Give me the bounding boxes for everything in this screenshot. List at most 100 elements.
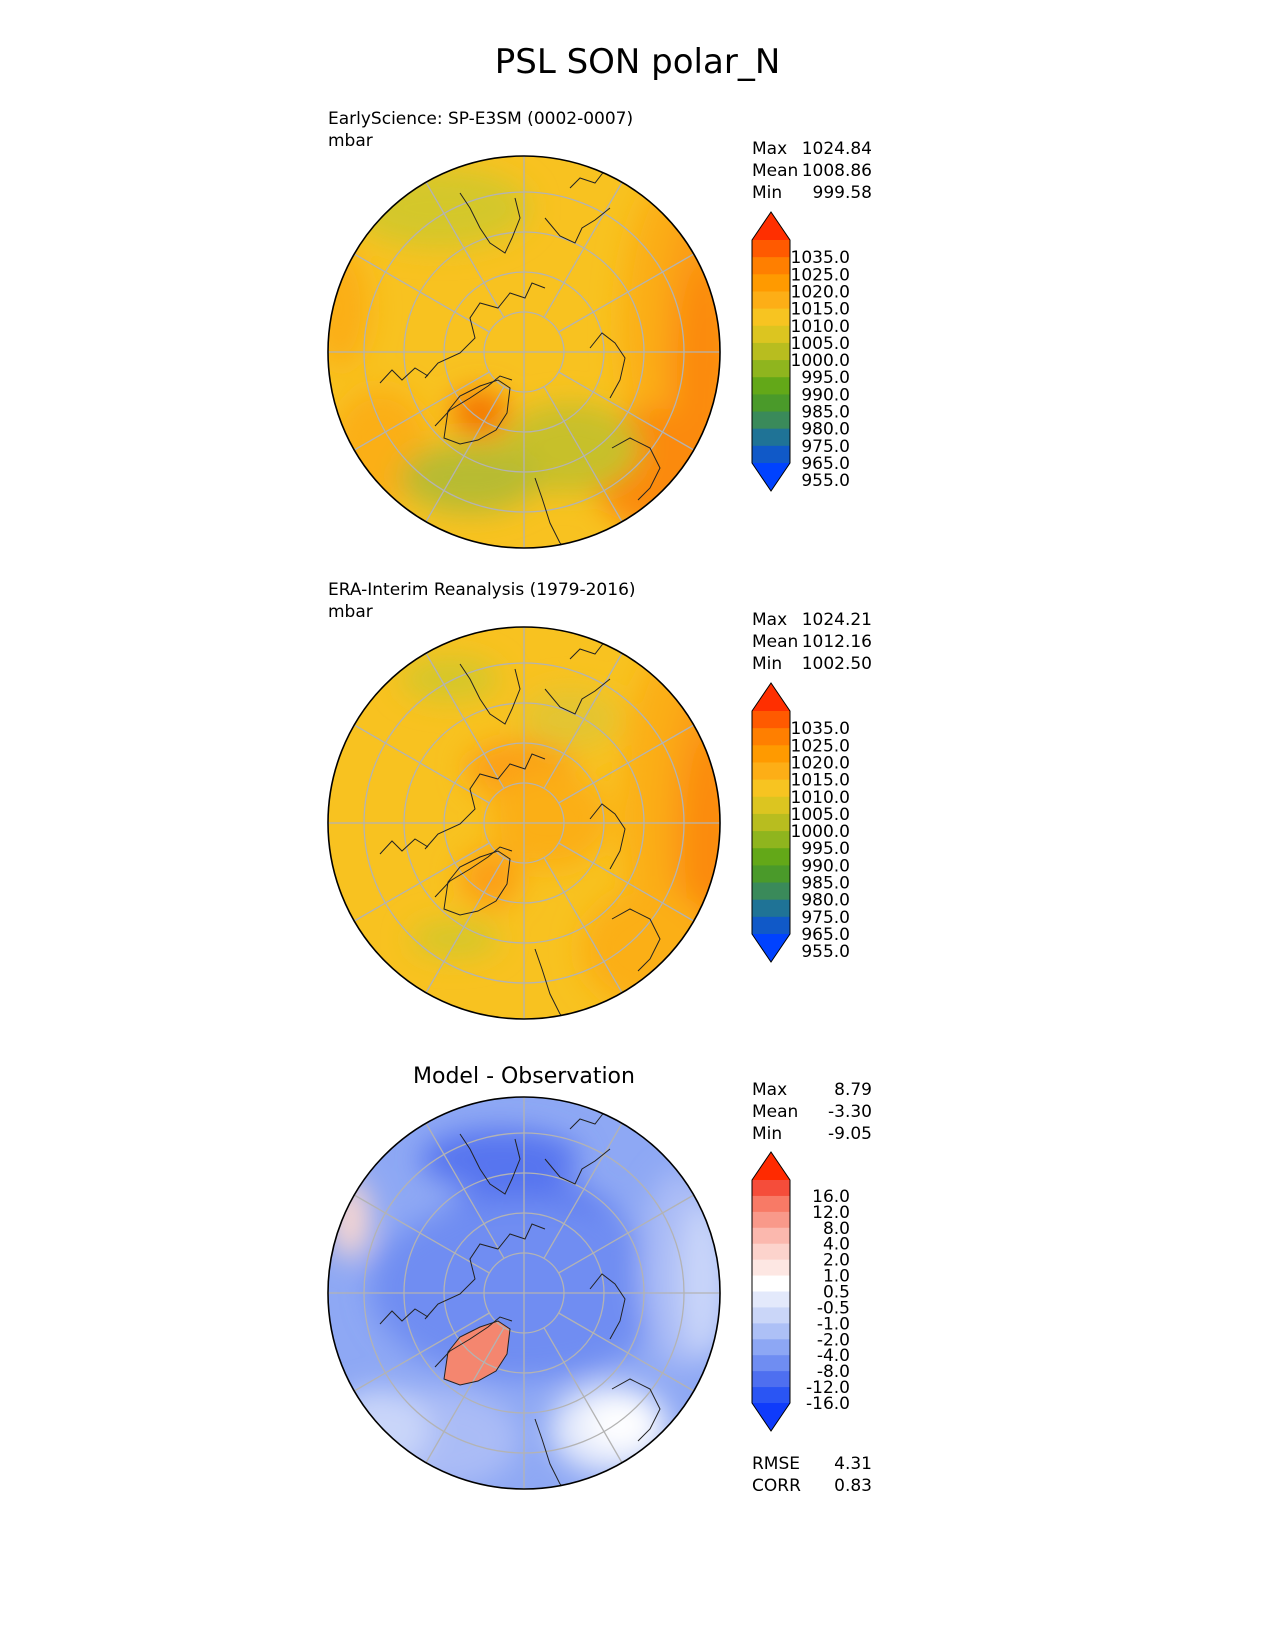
polar-map-test-meridian [543, 386, 623, 523]
stat-mean: Mean 1008.86 [752, 161, 872, 181]
colorbar-diff-tick-label: 1.0 [823, 1267, 850, 1287]
polar-map-ref-coastline [424, 753, 546, 850]
colorbar-field-2-segment [752, 899, 790, 918]
polar-map-diff-coastline [424, 1223, 546, 1320]
polar-map-test-meridian [425, 386, 505, 523]
colorbar-diff-tick-label: 12.0 [812, 1203, 850, 1223]
colorbar-field-2-segment [752, 745, 790, 763]
polar-map-ref-coastline [611, 908, 661, 972]
colorbar-field-1-segment [752, 445, 790, 464]
polar-map-diff-coastline [589, 1273, 626, 1340]
polar-map-diff-coastline [611, 1378, 661, 1442]
polar-map-ref [327, 626, 721, 1020]
colorbar-diff-tick-label: 0.5 [823, 1283, 850, 1303]
polar-map-test-meridian [558, 371, 695, 451]
colorbar-diff-segment [752, 1259, 790, 1277]
polar-map-diff-boundary [327, 1096, 721, 1490]
polar-map-test-meridian [543, 181, 623, 318]
colorbar-field-2-tick-label: 955.0 [801, 942, 850, 962]
polar-map-ref-field-patch [520, 689, 620, 749]
panel-2-title: ERA-Interim Reanalysis (1979-2016) [328, 580, 636, 600]
polar-map-diff-coastline-greenland [443, 1320, 511, 1386]
polar-map-diff-meridian [558, 1194, 695, 1274]
panel-1-title: EarlyScience: SP-E3SM (0002-0007) [328, 109, 634, 129]
polar-map-ref-meridian [425, 857, 505, 994]
colorbar-field-1-tick-label: 965.0 [801, 454, 850, 474]
colorbar-field-2-segment [752, 762, 790, 781]
colorbar-diff-segment [752, 1275, 790, 1292]
colorbar-field-1-tick-label: 1035.0 [791, 248, 850, 268]
polar-map-diff-meridian [543, 1327, 623, 1464]
colorbar-field-2-tick-label: 965.0 [801, 925, 850, 945]
polar-map-diff-field-patch [585, 1399, 655, 1449]
colorbar-field-1-segment [752, 411, 790, 430]
stat-max: Max 1024.21 [752, 610, 872, 630]
polar-map-diff-field-patch [330, 1179, 370, 1259]
colorbar-field-2-segment [752, 831, 790, 849]
polar-map-diff-coastline [569, 1110, 606, 1130]
colorbar-diff-tick-label: 4.0 [823, 1235, 850, 1255]
polar-map-test-field-patch [400, 443, 540, 513]
colorbar-field-1-segment [752, 240, 790, 258]
polar-map-test-meridian [353, 253, 490, 333]
colorbar-field-1: 1035.01025.01020.01015.01010.01005.01000… [751, 211, 850, 492]
colorbar-diff-tick-label: -2.0 [817, 1330, 850, 1350]
colorbar-field-1-segment [752, 394, 790, 413]
colorbar-field-2-segment [752, 865, 790, 884]
colorbar-field-1-segment [752, 257, 790, 275]
panel-1-stats: Max 1024.84 Mean 1008.86 Min 999.58 [752, 138, 872, 204]
colorbar-field-1-segment [752, 428, 790, 447]
colorbar-diff-segment [752, 1339, 790, 1356]
polar-map-diff-meridian [425, 1327, 505, 1464]
colorbar-field-1-segment [752, 325, 790, 344]
figure-title: PSL SON polar_N [494, 42, 781, 82]
stat-corr: CORR 0.83 [752, 1476, 872, 1496]
polar-map-diff-coastline [459, 1133, 521, 1195]
polar-map-ref-coastline [544, 678, 611, 715]
polar-map-test-coastline [379, 367, 429, 384]
colorbar-field-2-segment [752, 779, 790, 798]
colorbar-field-1-tick-label: 1005.0 [791, 334, 850, 354]
polar-map-test-meridian [425, 181, 505, 318]
polar-map-ref-coastline [459, 663, 521, 725]
colorbar-field-1-tick-label: 975.0 [801, 437, 850, 457]
polar-map-ref-field-patch [490, 769, 610, 869]
polar-map-test-coastline-greenland [443, 379, 511, 445]
panel-1-units: mbar [328, 131, 373, 151]
polar-map-ref-coastline [569, 640, 606, 660]
polar-map-test-coastline [569, 169, 606, 189]
colorbar-field-2-segment [752, 711, 790, 729]
colorbar-diff-tick-label: -16.0 [806, 1394, 850, 1414]
polar-map-diff-meridian [543, 1122, 623, 1259]
polar-map-test-meridian [353, 371, 490, 451]
polar-map-diff-coastline [544, 1148, 611, 1185]
colorbar-field-1-tick-label: 995.0 [801, 368, 850, 388]
panel-3-stats: Max 8.79 Mean -3.30 Min -9.05 [752, 1079, 872, 1145]
polar-map-ref-field-patch [410, 921, 500, 957]
colorbar-field-2-tick-label: 1020.0 [791, 753, 850, 773]
colorbar-diff-segment [752, 1227, 790, 1245]
polar-map-ref-coastline [589, 803, 626, 870]
colorbar-diff-tick-label: -1.0 [817, 1314, 850, 1334]
colorbar-field-2-tick-label: 1005.0 [791, 805, 850, 825]
polar-map-diff-field-patch [330, 1389, 430, 1469]
colorbar-diff-segment [752, 1291, 790, 1308]
colorbar-diff-tick-label: -8.0 [817, 1362, 850, 1382]
panel-2-units: mbar [328, 602, 373, 622]
colorbar-field-2-tick-label: 1000.0 [791, 822, 850, 842]
polar-map-ref-boundary [327, 626, 721, 1020]
colorbar-field-1-tick-label: 1015.0 [791, 300, 850, 320]
colorbar-field-1-segment [752, 377, 790, 395]
colorbar-diff-segment [752, 1371, 790, 1388]
polar-map-test-field-patch [350, 168, 530, 248]
colorbar-field-2-segment [752, 848, 790, 866]
colorbar-diff: 16.012.08.04.02.01.00.5-0.5-1.0-2.0-4.0-… [751, 1151, 850, 1432]
panel-3-title: Model - Observation [413, 1064, 635, 1089]
polar-map-test-field-patch [328, 248, 370, 368]
colorbar-diff-tick-label: 16.0 [812, 1187, 850, 1207]
polar-map-diff-coastline [379, 1308, 429, 1325]
colorbar-field-1-tick-label: 1025.0 [791, 265, 850, 285]
colorbar-field-1-tick-label: 1010.0 [791, 317, 850, 337]
polar-map-test-boundary [327, 155, 721, 549]
colorbar-diff-tick-label: -0.5 [817, 1298, 850, 1318]
